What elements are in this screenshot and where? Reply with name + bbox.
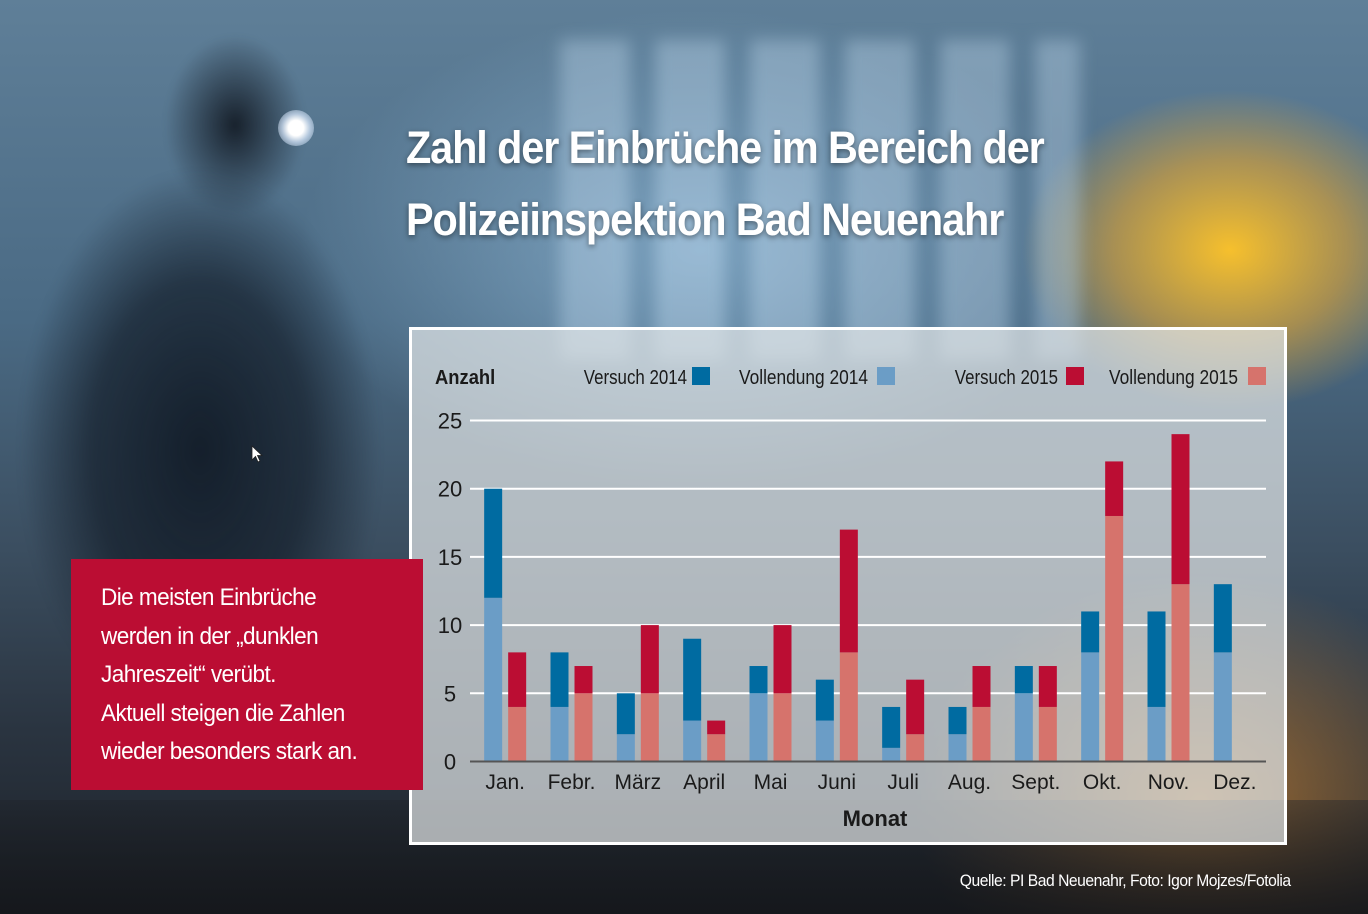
bar-segment [1213, 652, 1232, 762]
bar-segment [683, 638, 702, 721]
x-tick-label: Juni [818, 771, 857, 794]
x-tick-label: Mai [754, 771, 788, 794]
bar-segment [508, 652, 527, 707]
infographic-title: Zahl der Einbrüche im Bereich der Polize… [406, 112, 1045, 256]
bar-segment [972, 706, 991, 762]
gridlines [470, 419, 1266, 695]
bar-segment [550, 706, 569, 762]
bars [484, 434, 1232, 762]
bar-segment [707, 720, 726, 735]
bar-segment [815, 679, 834, 721]
y-tick-label: 20 [438, 477, 462, 502]
bar-segment [1014, 666, 1033, 694]
legend-label: Vollendung 2015 [1109, 367, 1238, 389]
legend-swatch [1066, 367, 1084, 385]
bar-segment [1147, 611, 1166, 707]
bar-segment [948, 734, 967, 762]
y-axis-label: Anzahl [435, 367, 495, 389]
legend: Versuch 2014 Vollendung 2014 Versuch 2015 V… [584, 367, 1266, 389]
bar-segment [484, 488, 503, 598]
bar-segment [1014, 693, 1033, 762]
bar-segment [749, 666, 768, 694]
x-tick-label: Febr. [548, 771, 596, 794]
bar-segment [773, 693, 792, 762]
bar-segment [707, 734, 726, 762]
bar-segment [683, 720, 702, 762]
bar-segment [574, 693, 593, 762]
bar-segment [815, 720, 834, 762]
y-tick-label: 0 [444, 750, 456, 775]
background-flashlight [278, 110, 314, 146]
info-callout-box: Die meisten Einbrüche werden in der „dun… [71, 559, 423, 790]
legend-label: Vollendung 2014 [739, 367, 868, 389]
y-axis-ticks: 0 5 10 15 20 25 [438, 409, 462, 775]
source-credit: Quelle: PI Bad Neuenahr, Foto: Igor Mojz… [960, 871, 1291, 890]
bar-segment [882, 747, 901, 762]
title-line-1: Zahl der Einbrüche im Bereich der [406, 122, 1045, 173]
bar-segment [1213, 584, 1232, 653]
bar-segment [508, 706, 527, 762]
x-tick-label: Aug. [948, 771, 991, 794]
bar-segment [640, 625, 659, 694]
bar-segment [839, 529, 858, 653]
bar-segment [1081, 652, 1100, 762]
y-tick-label: 10 [438, 613, 462, 638]
bar-segment [616, 693, 635, 735]
x-tick-label: Nov. [1148, 771, 1190, 794]
y-tick-label: 15 [438, 545, 462, 570]
bar-segment [640, 693, 659, 762]
stacked-bar-chart: Anzahl Versuch 2014 Vollendung 2014 Versuc… [435, 367, 1266, 831]
legend-label: Versuch 2015 [955, 367, 1058, 389]
x-tick-label: Juli [887, 771, 919, 794]
x-tick-label: März [614, 771, 661, 794]
chart-panel: Anzahl Versuch 2014 Vollendung 2014 Versuc… [409, 327, 1287, 845]
x-tick-label: Sept. [1011, 771, 1060, 794]
bar-segment [1105, 461, 1124, 516]
callout-line-2: werden in der „dunklen [101, 622, 319, 650]
bar-segment [972, 666, 991, 707]
background-burglar-head [160, 30, 310, 220]
bar-segment [1038, 706, 1057, 762]
bar-segment [1081, 611, 1100, 653]
mouse-cursor-icon [251, 445, 264, 463]
y-tick-label: 5 [444, 681, 456, 706]
bar-segment [749, 693, 768, 762]
x-axis-label: Monat [843, 806, 908, 831]
bar-segment [616, 734, 635, 762]
callout-line-5: wieder besonders stark an. [101, 738, 358, 765]
x-tick-label: Okt. [1083, 771, 1122, 794]
bar-segment [906, 679, 925, 735]
bar-segment [1171, 434, 1190, 585]
legend-label: Versuch 2014 [584, 367, 687, 389]
bar-segment [1147, 706, 1166, 762]
bar-segment [948, 706, 967, 735]
bar-segment [906, 734, 925, 762]
callout-line-3: Jahreszeit“ verübt. [101, 661, 276, 688]
bar-segment [1105, 515, 1124, 762]
title-line-2: Polizeiinspektion Bad Neuenahr [406, 194, 1004, 245]
x-tick-label: April [683, 771, 725, 794]
x-axis-ticks: Jan. Febr. März April Mai Juni Juli Aug. Sept. Ok… [485, 771, 1256, 794]
x-tick-label: Jan. [485, 771, 525, 794]
x-tick-label: Dez. [1213, 771, 1256, 794]
bar-segment [773, 625, 792, 694]
bar-segment [839, 652, 858, 762]
bar-segment [574, 666, 593, 694]
bar-segment [550, 652, 569, 707]
bar-segment [1038, 666, 1057, 707]
legend-swatch [877, 367, 895, 385]
bar-segment [484, 597, 503, 762]
callout-line-4: Aktuell steigen die Zahlen [101, 699, 345, 727]
callout-line-1: Die meisten Einbrüche [101, 584, 317, 611]
legend-swatch [692, 367, 710, 385]
bar-segment [882, 706, 901, 748]
y-tick-label: 25 [438, 409, 462, 434]
legend-swatch [1248, 367, 1266, 385]
bar-segment [1171, 584, 1190, 762]
